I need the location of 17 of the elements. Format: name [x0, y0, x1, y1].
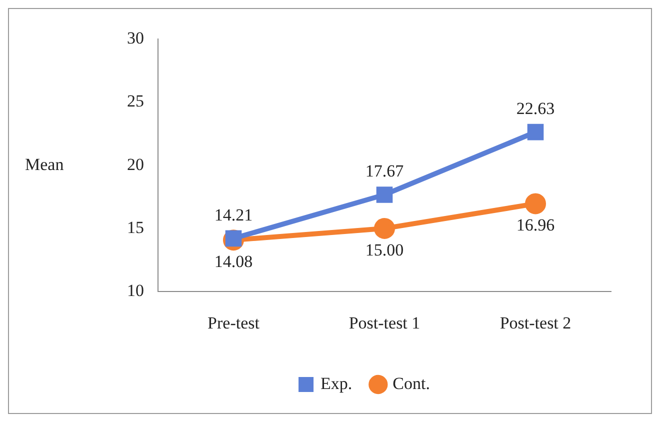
- data-label: 14.08: [214, 252, 253, 272]
- data-label: 15.00: [365, 240, 404, 260]
- x-tick-label: Pre-test: [208, 313, 260, 332]
- data-label: 17.67: [365, 162, 404, 181]
- y-tick-label: 15: [127, 218, 144, 237]
- x-tick-label: Post-test 2: [500, 313, 572, 332]
- legend-label: Cont.: [392, 374, 430, 393]
- data-label: 14.21: [214, 205, 253, 224]
- y-tick-label: 30: [127, 28, 144, 48]
- y-tick-label: 25: [127, 92, 144, 111]
- x-tick-label: Post-test 1: [348, 313, 420, 332]
- y-tick-label: 10: [127, 281, 144, 300]
- legend-label: Exp.: [320, 374, 352, 393]
- y-tick-label: 20: [127, 154, 144, 174]
- data-label: 22.63: [516, 99, 555, 118]
- data-label: 16.96: [516, 216, 555, 235]
- y-axis-title: Mean: [25, 154, 64, 174]
